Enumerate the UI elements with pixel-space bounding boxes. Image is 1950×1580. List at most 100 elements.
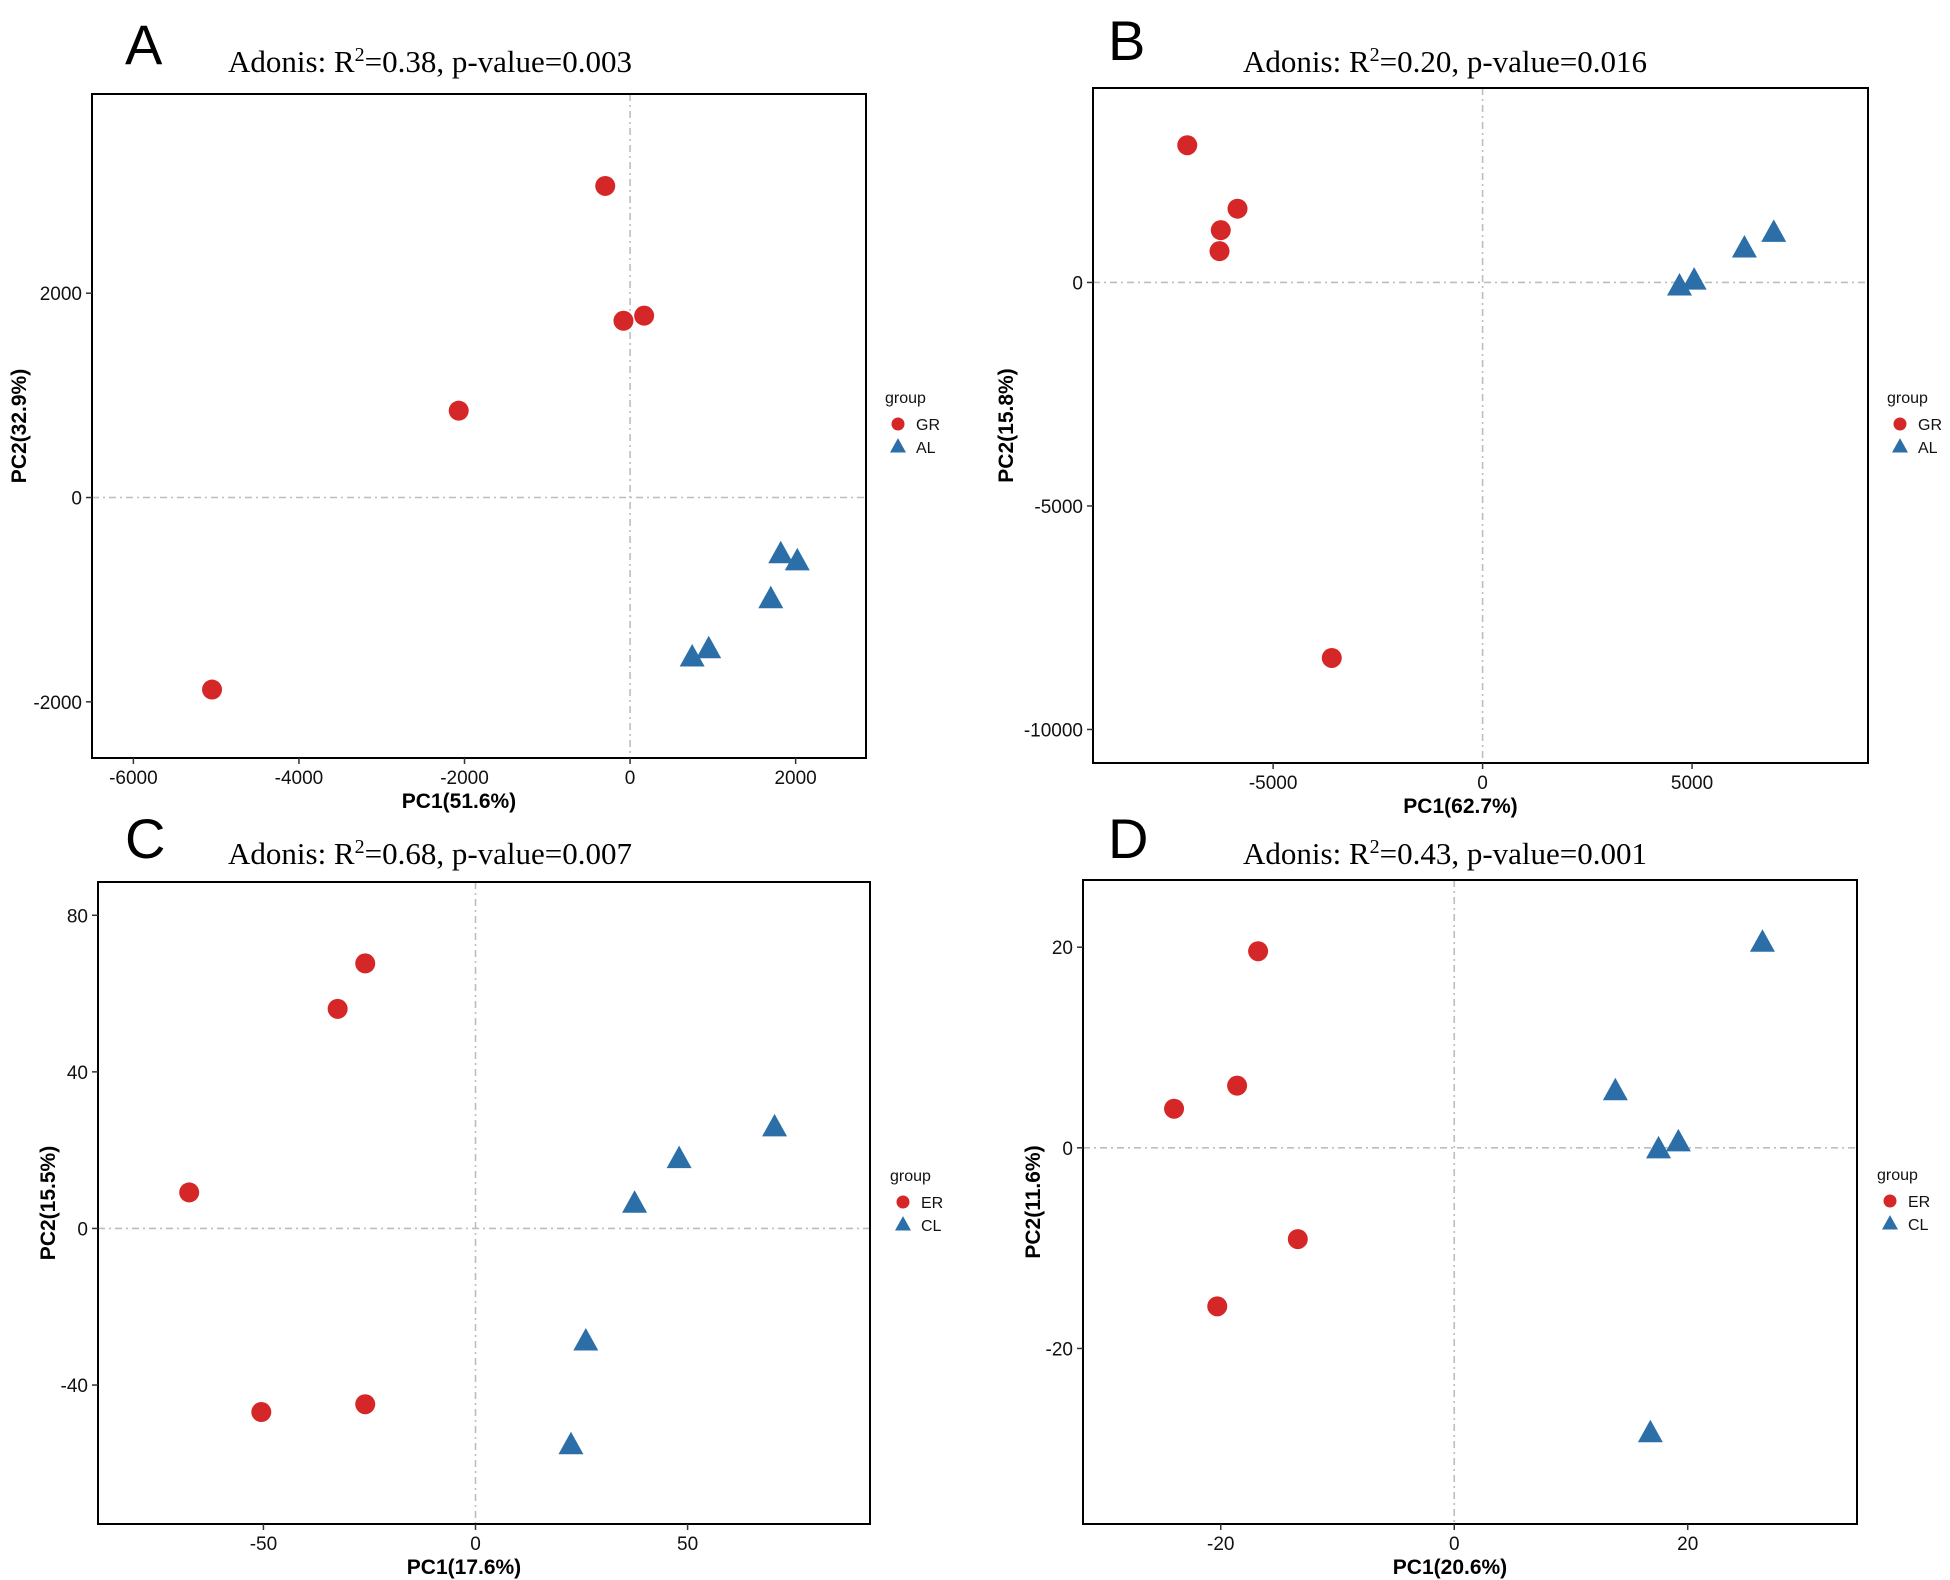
- legend: group GR AL: [885, 390, 940, 457]
- point-gr: [1209, 241, 1230, 262]
- point-gr: [1321, 647, 1342, 668]
- x-tick-label: -6000: [109, 768, 158, 789]
- panel-letter: D: [1108, 807, 1148, 870]
- legend-label-gr: GR: [916, 417, 940, 434]
- x-tick-label: 5000: [1671, 773, 1713, 794]
- point-al: [1666, 272, 1692, 296]
- point-cl: [666, 1145, 692, 1169]
- point-er: [251, 1402, 272, 1423]
- plot-frame: [1092, 87, 1869, 764]
- y-tick-label: -10000: [1024, 720, 1083, 741]
- point-gr: [1210, 220, 1231, 241]
- adonis-title-suffix: =0.38, p-value=0.003: [365, 44, 632, 79]
- adonis-title-sup: 2: [1370, 44, 1380, 66]
- point-gr: [1227, 198, 1248, 219]
- adonis-title: Adonis: R2=0.43, p-value=0.001: [1243, 836, 1647, 871]
- legend-swatch-cl: [895, 1216, 911, 1231]
- y-tick-label: 0: [77, 1219, 88, 1240]
- x-axis-title: PC1(20.6%): [1393, 1556, 1507, 1579]
- x-tick-label: 20: [1677, 1534, 1698, 1555]
- legend-label-er: ER: [921, 1195, 943, 1212]
- y-tick-label: 40: [67, 1063, 88, 1084]
- y-tick-label: -2000: [33, 693, 82, 714]
- y-tick-label: 0: [1062, 1139, 1073, 1160]
- legend-title: group: [890, 1168, 931, 1185]
- adonis-title-suffix: =0.43, p-value=0.001: [1380, 836, 1647, 871]
- legend-label-cl: CL: [1908, 1217, 1929, 1234]
- point-er: [1207, 1296, 1228, 1317]
- point-al: [1681, 267, 1707, 290]
- adonis-title-suffix: =0.20, p-value=0.016: [1380, 44, 1647, 79]
- y-tick-label: 0: [1072, 273, 1083, 294]
- panel-a: A Adonis: R2=0.38, p-value=0.003 -6000 -400…: [8, 13, 940, 813]
- plot-frame: [91, 93, 867, 759]
- adonis-title-suffix: =0.68, p-value=0.007: [365, 836, 632, 871]
- x-tick-label: -5000: [1249, 773, 1298, 794]
- point-er: [1164, 1098, 1185, 1119]
- y-tick-label: -40: [61, 1376, 88, 1397]
- legend-label-er: ER: [1908, 1194, 1930, 1211]
- plot-frame: [97, 881, 871, 1525]
- x-tick-label: 0: [625, 768, 636, 789]
- point-er: [327, 998, 348, 1019]
- point-er: [355, 953, 376, 974]
- x-tick-label: -2000: [440, 768, 489, 789]
- point-cl: [558, 1431, 584, 1455]
- point-cl: [762, 1113, 788, 1137]
- adonis-title-prefix: Adonis: R: [228, 836, 355, 871]
- point-cl: [1646, 1135, 1672, 1159]
- point-gr: [595, 175, 616, 196]
- point-er: [355, 1394, 376, 1415]
- point-al: [784, 547, 810, 571]
- x-tick-label: 0: [470, 1534, 481, 1555]
- point-al: [1761, 219, 1787, 242]
- y-axis-title: PC2(32.9%): [8, 369, 31, 483]
- x-tick-label: 2000: [774, 768, 816, 789]
- plot-frame: [1082, 879, 1858, 1525]
- adonis-title: Adonis: R2=0.68, p-value=0.007: [228, 836, 632, 871]
- y-tick-label: 0: [71, 489, 82, 510]
- legend: group GR AL: [1887, 390, 1942, 457]
- x-tick-label: 0: [1449, 1534, 1460, 1555]
- point-cl: [1602, 1077, 1628, 1101]
- x-axis-title: PC1(51.6%): [402, 790, 516, 813]
- legend-title: group: [1877, 1167, 1918, 1184]
- point-gr: [613, 310, 634, 331]
- adonis-title: Adonis: R2=0.20, p-value=0.016: [1243, 44, 1647, 79]
- adonis-title-prefix: Adonis: R: [1243, 836, 1370, 871]
- legend-label-cl: CL: [921, 1218, 942, 1235]
- panel-b: B Adonis: R2=0.20, p-value=0.016 -5000 0 500…: [995, 9, 1942, 818]
- legend-swatch-al: [890, 438, 906, 453]
- adonis-title-sup: 2: [355, 836, 365, 858]
- point-cl: [622, 1190, 648, 1213]
- x-axis-title: PC1(62.7%): [1403, 795, 1517, 818]
- adonis-title-prefix: Adonis: R: [228, 44, 355, 79]
- legend-label-al: AL: [916, 440, 936, 457]
- x-tick-label: 0: [1477, 773, 1488, 794]
- panel-d: D Adonis: R2=0.43, p-value=0.001-20 0 20-20…: [1022, 807, 1930, 1579]
- point-al: [768, 540, 794, 564]
- x-tick-label: -4000: [275, 768, 324, 789]
- x-tick-label: -50: [250, 1534, 277, 1555]
- y-axis-title: PC2(15.8%): [995, 368, 1018, 482]
- legend-swatch-cl: [1882, 1215, 1898, 1230]
- point-al: [696, 635, 722, 659]
- y-tick-label: 2000: [40, 284, 82, 305]
- y-tick-label: 80: [67, 906, 88, 927]
- adonis-title-sup: 2: [1370, 836, 1380, 858]
- legend-label-al: AL: [1918, 440, 1938, 457]
- y-tick-label: 20: [1052, 938, 1073, 959]
- adonis-title-sup: 2: [355, 44, 365, 66]
- point-er: [1227, 1075, 1248, 1096]
- y-axis-title: PC2(11.6%): [1022, 1145, 1045, 1258]
- x-tick-label: 50: [677, 1534, 698, 1555]
- y-tick-label: -20: [1046, 1339, 1073, 1360]
- point-al: [758, 585, 784, 609]
- legend-swatch-al: [1892, 438, 1908, 453]
- point-gr: [202, 679, 223, 700]
- y-axis-title: PC2(15.5%): [37, 1146, 60, 1260]
- point-gr: [634, 305, 655, 326]
- y-tick-label: -5000: [1034, 497, 1083, 518]
- legend-title: group: [885, 390, 926, 407]
- point-er: [179, 1182, 200, 1203]
